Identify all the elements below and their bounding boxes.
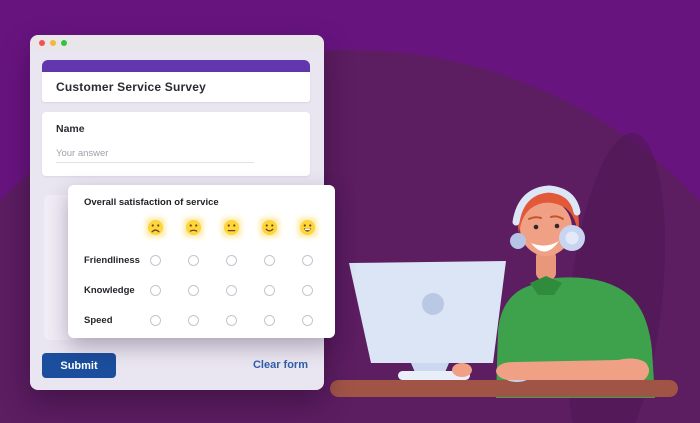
agent-left-hand (452, 363, 472, 377)
agent-collar (530, 276, 562, 295)
clear-form-link[interactable]: Clear form (252, 359, 308, 371)
agent-eyebrow-right (550, 215, 564, 220)
headphones-band-icon (512, 185, 581, 226)
headphone-earcup-inner (565, 231, 579, 245)
agent-eye-right (554, 223, 560, 229)
satisfaction-row-label: Friendliness (84, 254, 140, 266)
very-satisfied-emoji (288, 210, 326, 245)
agent-forearm (497, 358, 650, 380)
rating-radio-knowledge-4[interactable] (250, 275, 288, 305)
grid-corner (84, 210, 136, 245)
satisfaction-row-label: Knowledge (84, 284, 135, 296)
neutral-emoji (212, 210, 250, 245)
agent-head (520, 200, 572, 256)
agent-smile (531, 241, 559, 252)
rating-radio-knowledge-3[interactable] (212, 275, 250, 305)
rating-radio-friendliness-2[interactable] (174, 245, 212, 275)
rating-radio-friendliness-3[interactable] (212, 245, 250, 275)
monitor-base (398, 371, 470, 380)
agent-hair (517, 190, 579, 234)
agent-eyebrow-left (528, 216, 542, 220)
rating-radio-friendliness-5[interactable] (288, 245, 326, 275)
window-titlebar (30, 35, 324, 50)
rating-radio-speed-5[interactable] (288, 305, 326, 335)
name-input[interactable]: Your answer (56, 148, 254, 163)
agent-eye-left (533, 224, 539, 230)
very-dissatisfied-emoji (136, 210, 174, 245)
rating-radio-speed-2[interactable] (174, 305, 212, 335)
headphone-earcup-left (510, 233, 526, 249)
agent-right-hand (496, 364, 516, 378)
satisfaction-title: Overall satisfaction of service (84, 197, 219, 208)
minimize-button[interactable] (50, 39, 56, 46)
submit-button[interactable]: Submit (42, 353, 116, 378)
desk (330, 380, 678, 397)
form-title-card: Customer Service Survey (42, 72, 310, 102)
rating-radio-speed-4[interactable] (250, 305, 288, 335)
close-button[interactable] (39, 39, 45, 46)
agent-neck (536, 250, 556, 280)
rating-radio-knowledge-1[interactable] (136, 275, 174, 305)
rating-radio-knowledge-2[interactable] (174, 275, 212, 305)
rating-radio-knowledge-5[interactable] (288, 275, 326, 305)
zoom-button[interactable] (61, 39, 67, 46)
rating-radio-speed-3[interactable] (212, 305, 250, 335)
form-title: Customer Service Survey (56, 80, 207, 94)
rating-radio-friendliness-4[interactable] (250, 245, 288, 275)
name-question-card: Name Your answer (42, 112, 310, 176)
rating-radio-friendliness-1[interactable] (136, 245, 174, 275)
satisfaction-grid: Friendliness Knowledge Speed (84, 210, 335, 335)
dissatisfied-emoji (174, 210, 212, 245)
satisfied-emoji (250, 210, 288, 245)
satisfaction-row-label: Speed (84, 314, 113, 326)
monitor-logo (422, 293, 444, 315)
rating-radio-speed-1[interactable] (136, 305, 174, 335)
name-label: Name (56, 123, 85, 135)
form-accent-bar (42, 60, 310, 72)
satisfaction-panel: Overall satisfaction of service Friendli… (68, 185, 335, 338)
